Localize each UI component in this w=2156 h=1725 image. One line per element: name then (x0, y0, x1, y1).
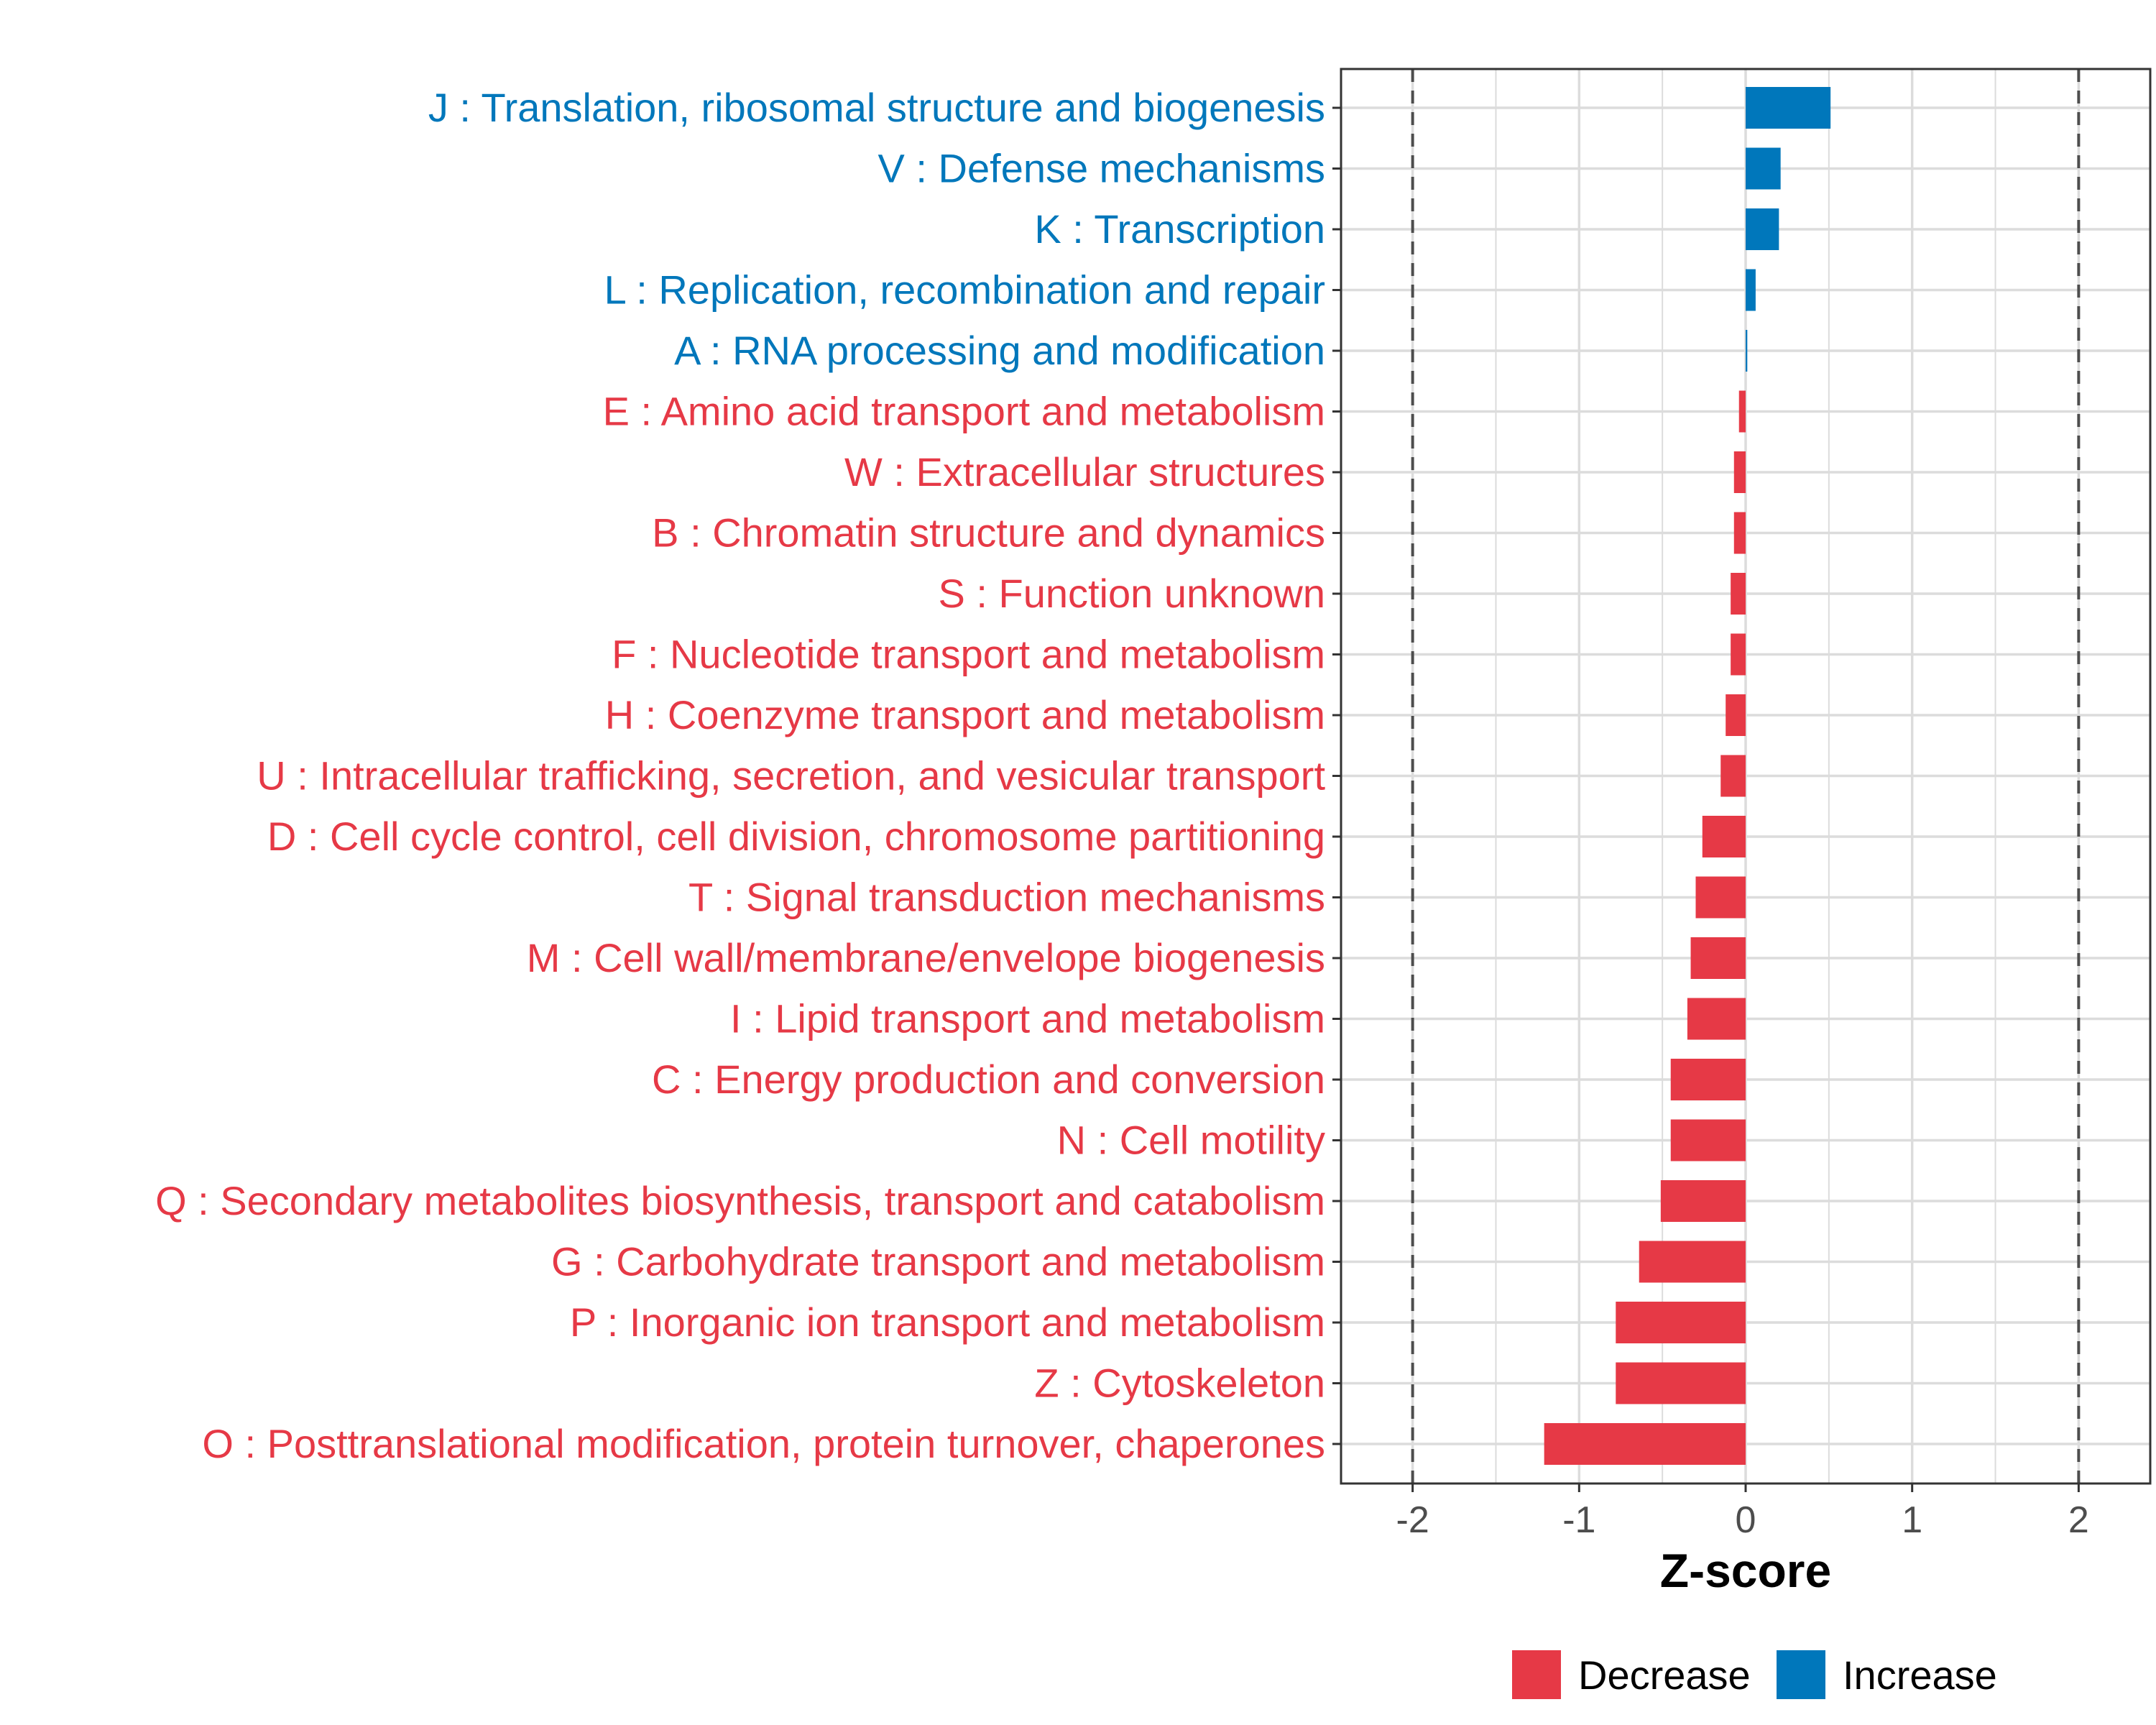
category-label: V : Defense mechanisms (878, 146, 1325, 191)
category-label: M : Cell wall/membrane/envelope biogenes… (527, 935, 1325, 980)
legend: Decrease Increase (1512, 1650, 1997, 1699)
bar-m (1690, 937, 1746, 979)
legend-label-decrease: Decrease (1578, 1652, 1751, 1698)
x-tick-label: 0 (1736, 1499, 1756, 1541)
category-label: J : Translation, ribosomal structure and… (428, 85, 1325, 130)
category-label: O : Posttranslational modification, prot… (202, 1421, 1325, 1466)
x-tick-label: 2 (2068, 1499, 2089, 1541)
bar-c (1670, 1059, 1746, 1100)
y-ticks (1332, 106, 1341, 1445)
category-labels: J : Translation, ribosomal structure and… (155, 85, 1325, 1466)
bar-u (1720, 755, 1746, 797)
bar-l (1746, 269, 1756, 311)
legend-label-increase: Increase (1843, 1652, 1997, 1698)
category-label: H : Coenzyme transport and metabolism (605, 692, 1325, 737)
x-ticks (1411, 1484, 2080, 1492)
bar-g (1639, 1241, 1746, 1283)
category-label: F : Nucleotide transport and metabolism (612, 632, 1325, 677)
bar-p (1616, 1302, 1746, 1343)
plot-panel (1340, 68, 2152, 1485)
category-label: E : Amino acid transport and metabolism (603, 389, 1325, 434)
bar-h (1726, 694, 1746, 736)
bar-a (1746, 330, 1748, 372)
bar-j (1746, 87, 1831, 129)
category-label: I : Lipid transport and metabolism (730, 996, 1325, 1041)
category-label: D : Cell cycle control, cell division, c… (267, 814, 1325, 859)
x-tick-label: -2 (1396, 1499, 1429, 1541)
category-label: N : Cell motility (1057, 1118, 1325, 1163)
bar-e (1738, 390, 1746, 433)
category-label: G : Carbohydrate transport and metabolis… (551, 1239, 1325, 1284)
category-label: K : Transcription (1034, 206, 1325, 252)
bar-z (1616, 1362, 1746, 1404)
y-axis: J : Translation, ribosomal structure and… (155, 85, 1341, 1466)
bar-s (1731, 573, 1746, 615)
category-label: A : RNA processing and modification (674, 328, 1325, 373)
bar-k (1746, 208, 1779, 250)
bar-i (1687, 998, 1746, 1040)
bar-f (1731, 633, 1746, 676)
bars (1544, 87, 1831, 1465)
bar-v (1746, 147, 1781, 190)
x-tick-label: 1 (1902, 1499, 1922, 1541)
category-label: S : Function unknown (938, 571, 1325, 616)
category-label: P : Inorganic ion transport and metaboli… (570, 1300, 1325, 1345)
category-label: Z : Cytoskeleton (1034, 1361, 1325, 1406)
bar-b (1733, 512, 1746, 554)
category-label: L : Replication, recombination and repai… (604, 267, 1325, 313)
legend-key-decrease (1512, 1650, 1561, 1699)
category-label: U : Intracellular trafficking, secretion… (257, 753, 1325, 799)
bar-n (1670, 1119, 1746, 1162)
x-tick-labels: -2 -1 0 1 2 (1396, 1499, 2089, 1541)
category-label: Q : Secondary metabolites biosynthesis, … (155, 1178, 1325, 1223)
bar-q (1660, 1180, 1746, 1222)
category-label: B : Chromatin structure and dynamics (652, 510, 1325, 556)
x-axis: -2 -1 0 1 2 Z-score (1396, 1484, 2089, 1597)
legend-key-increase (1777, 1650, 1825, 1699)
x-axis-title: Z-score (1660, 1544, 1831, 1597)
category-label: T : Signal transduction mechanisms (688, 875, 1325, 920)
category-label: W : Extracellular structures (844, 449, 1325, 494)
bar-d (1702, 816, 1746, 857)
bar-w (1733, 451, 1746, 493)
category-label: C : Energy production and conversion (652, 1057, 1325, 1102)
bar-t (1695, 876, 1746, 919)
x-tick-label: -1 (1562, 1499, 1595, 1541)
bar-o (1544, 1423, 1746, 1465)
